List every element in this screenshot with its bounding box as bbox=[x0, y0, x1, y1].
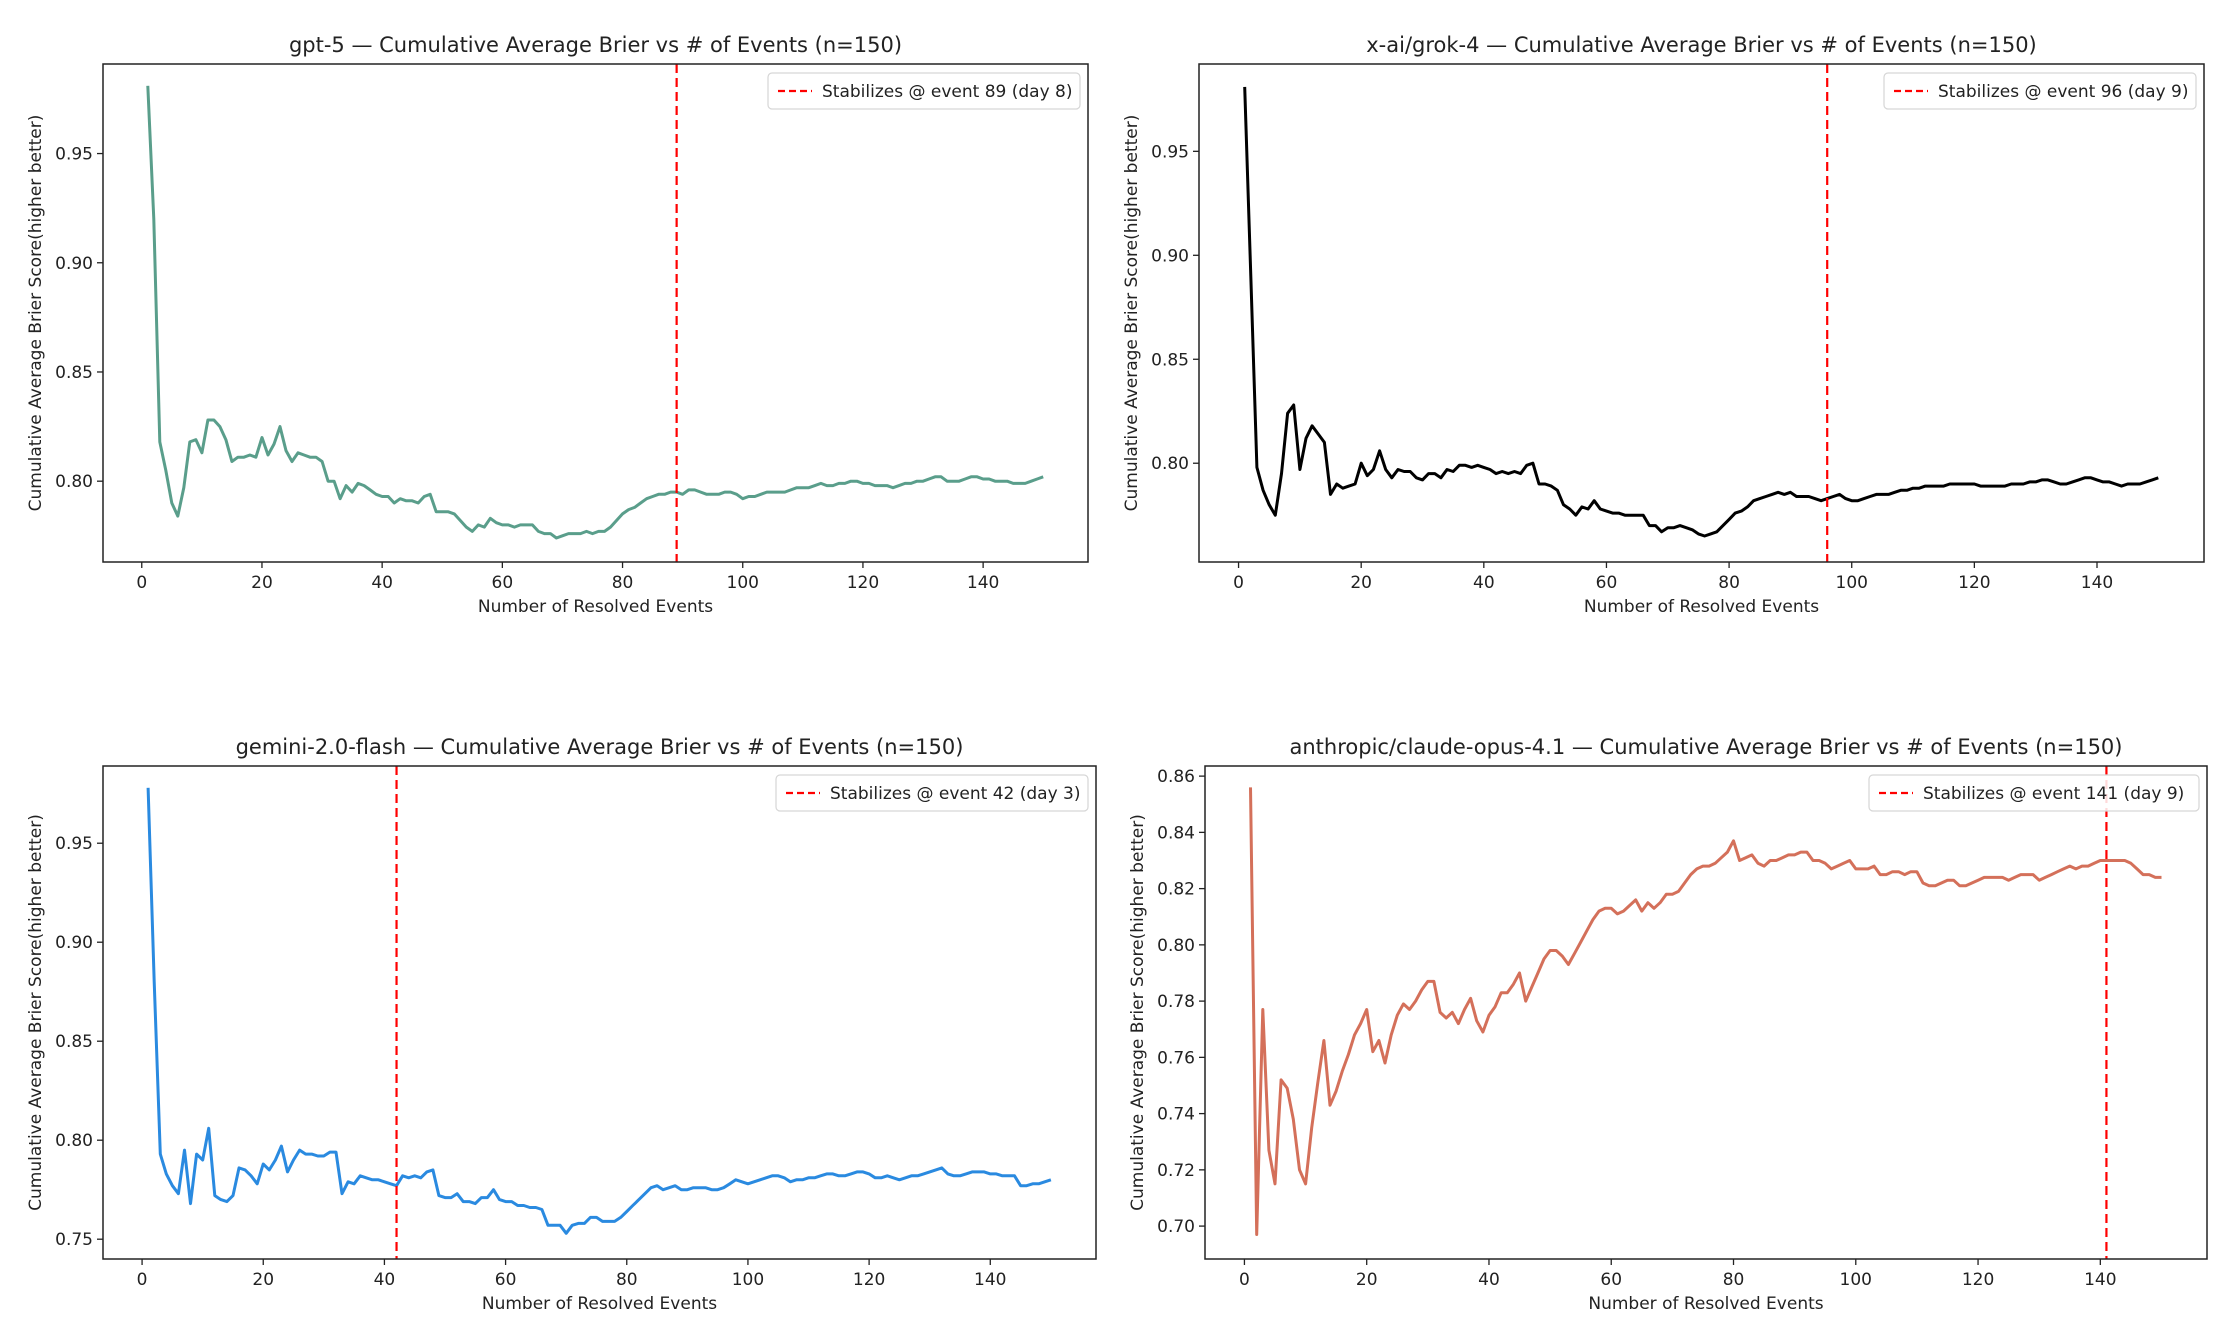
y-tick-label: 0.90 bbox=[55, 254, 93, 274]
y-tick-label: 0.90 bbox=[1151, 246, 1189, 266]
axes-frame bbox=[102, 63, 1089, 563]
x-tick-label: 80 bbox=[1718, 573, 1740, 593]
subplot: gpt-5 — Cumulative Average Brier vs # of… bbox=[26, 33, 1089, 617]
x-axis-label: Number of Resolved Events bbox=[1584, 597, 1819, 617]
y-tick-label: 0.85 bbox=[55, 363, 93, 383]
subplot: gemini-2.0-flash — Cumulative Average Br… bbox=[26, 735, 1097, 1314]
legend-box bbox=[775, 774, 1089, 812]
y-tick-label: 0.86 bbox=[1157, 767, 1195, 787]
legend-label: Stabilizes @ event 89 (day 8) bbox=[822, 82, 1073, 102]
subplot: anthropic/claude-opus-4.1 — Cumulative A… bbox=[1128, 735, 2208, 1314]
y-tick-label: 0.76 bbox=[1157, 1048, 1195, 1068]
x-axis-label: Number of Resolved Events bbox=[482, 1294, 717, 1314]
x-tick-label: 100 bbox=[1840, 1270, 1872, 1290]
axes-frame bbox=[102, 765, 1097, 1260]
axes-frame bbox=[1204, 765, 2208, 1260]
y-tick-label: 0.90 bbox=[55, 933, 93, 953]
x-tick-label: 140 bbox=[2084, 1270, 2116, 1290]
y-tick-label: 0.70 bbox=[1157, 1217, 1195, 1237]
chart-title: gpt-5 — Cumulative Average Brier vs # of… bbox=[289, 33, 902, 57]
x-tick-label: 60 bbox=[492, 573, 514, 593]
legend-box bbox=[767, 72, 1081, 110]
x-tick-label: 80 bbox=[1723, 1270, 1745, 1290]
x-axis-label: Number of Resolved Events bbox=[478, 597, 713, 617]
y-axis-label: Cumulative Average Brier Score(higher be… bbox=[1122, 115, 1142, 512]
y-tick-label: 0.74 bbox=[1157, 1105, 1195, 1125]
y-tick-label: 0.85 bbox=[55, 1032, 93, 1052]
y-tick-label: 0.95 bbox=[55, 145, 93, 165]
legend: Stabilizes @ event 42 (day 3) bbox=[775, 774, 1089, 812]
x-tick-label: 60 bbox=[1600, 1270, 1622, 1290]
series-line bbox=[1243, 86, 2159, 538]
legend-label: Stabilizes @ event 42 (day 3) bbox=[830, 784, 1081, 804]
legend-label: Stabilizes @ event 141 (day 9) bbox=[1923, 784, 2184, 804]
x-tick-label: 40 bbox=[1473, 573, 1495, 593]
x-tick-label: 40 bbox=[371, 573, 393, 593]
x-tick-label: 100 bbox=[732, 1270, 764, 1290]
x-tick-label: 20 bbox=[1350, 573, 1372, 593]
legend: Stabilizes @ event 96 (day 9) bbox=[1883, 72, 2197, 110]
y-tick-label: 0.75 bbox=[55, 1230, 93, 1250]
y-tick-label: 0.80 bbox=[1157, 936, 1195, 956]
x-axis-label: Number of Resolved Events bbox=[1588, 1294, 1823, 1314]
axes-frame bbox=[1198, 63, 2205, 563]
x-tick-label: 20 bbox=[252, 1270, 274, 1290]
x-tick-label: 140 bbox=[967, 573, 999, 593]
chart-title: gemini-2.0-flash — Cumulative Average Br… bbox=[236, 735, 964, 759]
series-line bbox=[146, 787, 1052, 1235]
legend: Stabilizes @ event 141 (day 9) bbox=[1868, 774, 2200, 812]
legend-label: Stabilizes @ event 96 (day 9) bbox=[1938, 82, 2189, 102]
x-tick-label: 80 bbox=[616, 1270, 638, 1290]
legend: Stabilizes @ event 89 (day 8) bbox=[767, 72, 1081, 110]
x-tick-label: 80 bbox=[612, 573, 634, 593]
x-tick-label: 0 bbox=[137, 1270, 148, 1290]
chart-title: x-ai/grok-4 — Cumulative Average Brier v… bbox=[1366, 33, 2037, 57]
x-tick-label: 140 bbox=[974, 1270, 1006, 1290]
y-tick-label: 0.80 bbox=[55, 472, 93, 492]
legend-box bbox=[1883, 72, 2197, 110]
series-line bbox=[1249, 787, 2162, 1236]
x-tick-label: 0 bbox=[1233, 573, 1244, 593]
y-axis-label: Cumulative Average Brier Score(higher be… bbox=[26, 115, 46, 512]
x-tick-label: 0 bbox=[136, 573, 147, 593]
y-tick-label: 0.80 bbox=[55, 1131, 93, 1151]
x-tick-label: 60 bbox=[1596, 573, 1618, 593]
x-tick-label: 100 bbox=[1836, 573, 1868, 593]
y-axis-label: Cumulative Average Brier Score(higher be… bbox=[1128, 814, 1148, 1211]
x-tick-label: 120 bbox=[847, 573, 879, 593]
y-tick-label: 0.82 bbox=[1157, 880, 1195, 900]
subplot: x-ai/grok-4 — Cumulative Average Brier v… bbox=[1122, 33, 2205, 617]
legend-box bbox=[1868, 774, 2200, 812]
y-tick-label: 0.78 bbox=[1157, 992, 1195, 1012]
x-tick-label: 40 bbox=[1478, 1270, 1500, 1290]
x-tick-label: 120 bbox=[853, 1270, 885, 1290]
x-tick-label: 120 bbox=[1962, 1270, 1994, 1290]
y-tick-label: 0.84 bbox=[1157, 823, 1195, 843]
x-tick-label: 60 bbox=[495, 1270, 517, 1290]
x-tick-label: 20 bbox=[1356, 1270, 1378, 1290]
x-tick-label: 0 bbox=[1239, 1270, 1250, 1290]
y-tick-label: 0.80 bbox=[1151, 454, 1189, 474]
y-tick-label: 0.95 bbox=[55, 834, 93, 854]
y-tick-label: 0.72 bbox=[1157, 1161, 1195, 1181]
x-tick-label: 40 bbox=[374, 1270, 396, 1290]
y-tick-label: 0.85 bbox=[1151, 350, 1189, 370]
chart-title: anthropic/claude-opus-4.1 — Cumulative A… bbox=[1290, 735, 2123, 759]
x-tick-label: 140 bbox=[2081, 573, 2113, 593]
x-tick-label: 20 bbox=[251, 573, 273, 593]
x-tick-label: 120 bbox=[1958, 573, 1990, 593]
series-line bbox=[146, 85, 1044, 540]
y-axis-label: Cumulative Average Brier Score(higher be… bbox=[26, 814, 46, 1211]
y-tick-label: 0.95 bbox=[1151, 142, 1189, 162]
x-tick-label: 100 bbox=[727, 573, 759, 593]
